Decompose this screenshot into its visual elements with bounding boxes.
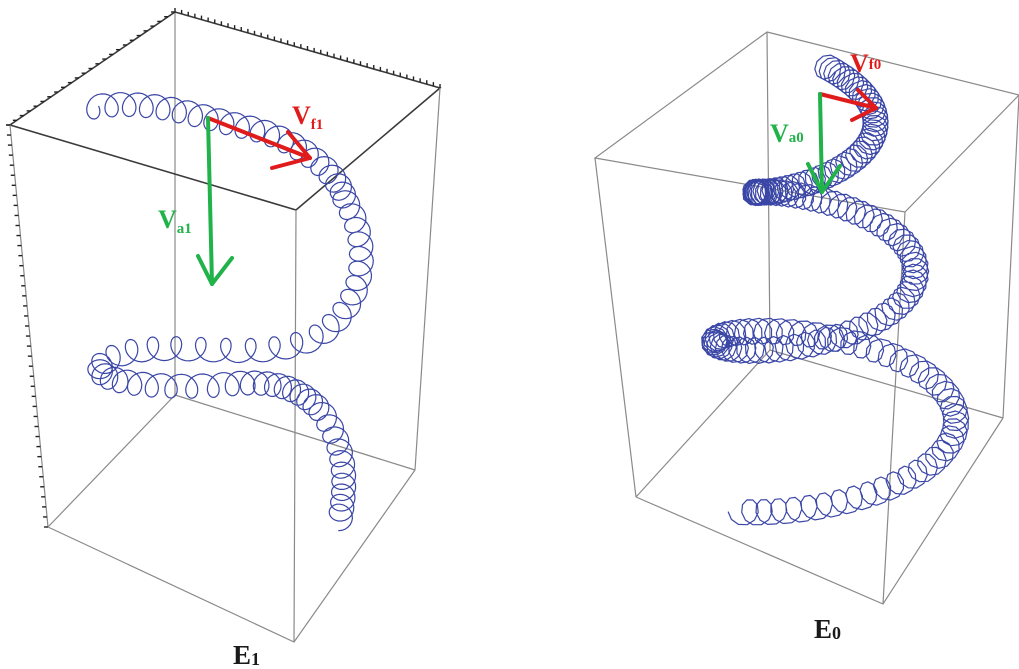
caption-right: E0 xyxy=(814,614,841,644)
vector-f0-label: Vf0 xyxy=(850,49,881,78)
vector-a0-label: Va0 xyxy=(770,119,804,148)
bounding-box-left xyxy=(8,11,442,643)
trajectory-helix-right xyxy=(701,54,970,526)
panel-left: Vf1 Va1 E1 xyxy=(6,8,442,669)
trajectory-helix-left xyxy=(86,92,374,532)
vector-a0-arrow xyxy=(806,92,842,194)
bounding-box-right xyxy=(593,31,1019,605)
vector-a1-label: Va1 xyxy=(158,205,192,237)
axis-ticks-left xyxy=(6,8,441,528)
panel-right: Vf0 Va0 E0 xyxy=(593,31,1019,644)
vector-f1-arrow xyxy=(206,116,312,170)
vector-a1-arrow xyxy=(196,116,234,286)
vector-f0-arrow xyxy=(818,88,878,122)
vector-f1-label: Vf1 xyxy=(292,101,323,133)
caption-left: E1 xyxy=(233,640,260,669)
